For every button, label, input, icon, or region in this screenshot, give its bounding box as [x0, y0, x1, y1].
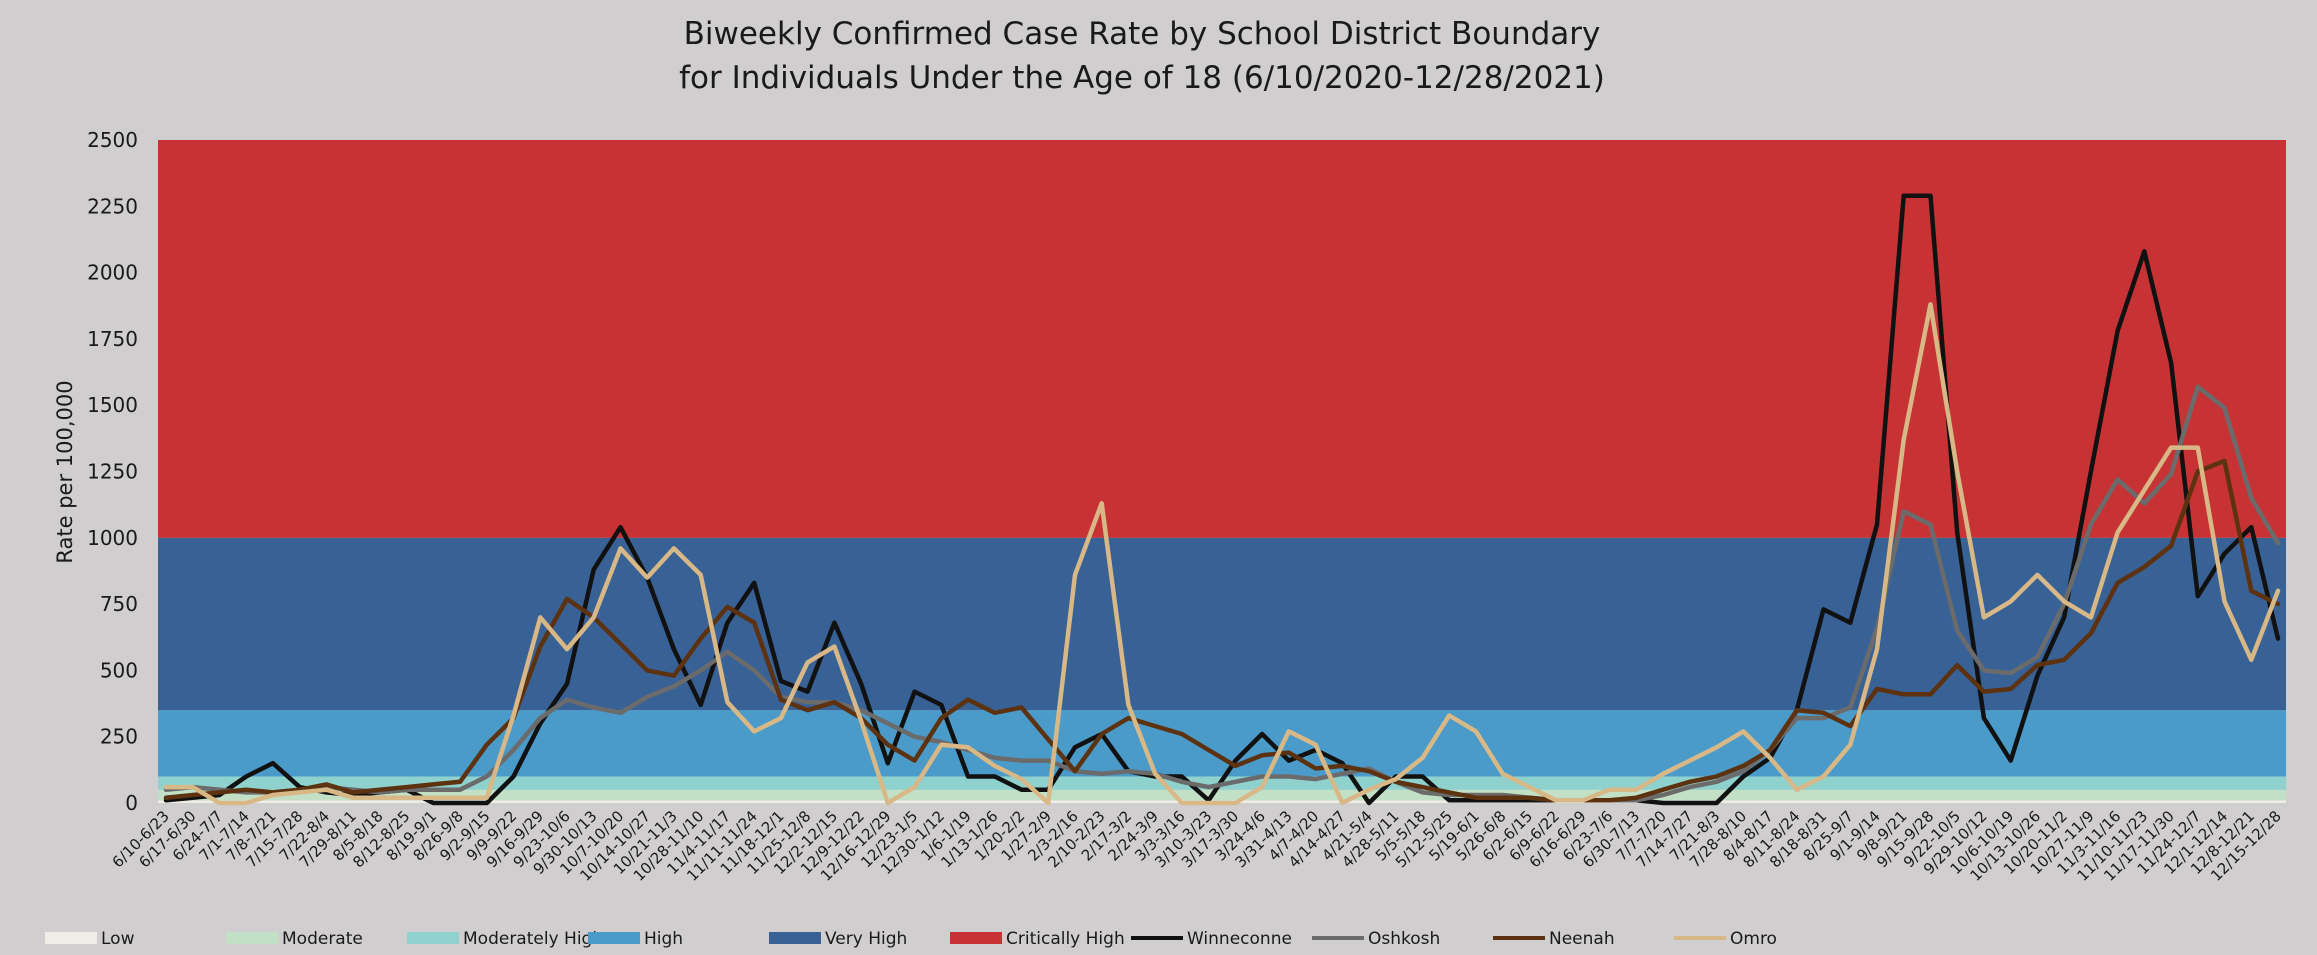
legend-label-moderate: Moderate	[282, 929, 363, 949]
legend-label-low: Low	[101, 929, 135, 949]
chart-title-line1: Biweekly Confirmed Case Rate by School D…	[684, 16, 1601, 52]
y-tick-1750: 1750	[87, 327, 138, 351]
y-tick-labels: 0 250 500 750 1000 1250 1500 1750 2000 2250 2500	[87, 128, 138, 815]
chart-title-line2: for Individuals Under the Age of 18 (6/1…	[679, 60, 1605, 96]
band-high	[158, 710, 2286, 777]
y-tick-2000: 2000	[87, 261, 138, 285]
series-line-oshkosh	[163, 384, 2281, 803]
legend-swatch-high	[588, 932, 640, 944]
y-tick-1000: 1000	[87, 526, 138, 550]
y-tick-750: 750	[100, 592, 138, 616]
y-tick-500: 500	[100, 658, 138, 682]
legend-label-very-high: Very High	[825, 929, 907, 949]
legend-swatch-low	[45, 932, 97, 944]
legend-swatch-critically-high	[950, 932, 1002, 944]
legend-label-winneconne: Winneconne	[1187, 929, 1292, 949]
x-tick-labels: 6/10-6/236/17-6/306/24-7/77/1-7/147/8-7/…	[109, 807, 2285, 885]
y-tick-1250: 1250	[87, 460, 138, 484]
risk-bands	[158, 140, 2286, 803]
legend-label-moderately-high: Moderately High	[463, 929, 603, 949]
band-moderate	[158, 789, 2286, 801]
band-critically-high	[158, 140, 2286, 538]
y-tick-2500: 2500	[87, 128, 138, 152]
legend-label-neenah: Neenah	[1549, 929, 1615, 949]
band-very-high	[158, 537, 2286, 711]
y-tick-2250: 2250	[87, 194, 138, 218]
legend-label-oshkosh: Oshkosh	[1368, 929, 1440, 949]
series-line-omro	[163, 302, 2281, 806]
legend-swatch-very-high	[769, 932, 821, 944]
series-line-winneconne	[163, 193, 2281, 806]
series-lines	[163, 193, 2281, 806]
legend-label-critically-high: Critically High	[1006, 929, 1125, 949]
y-tick-250: 250	[100, 725, 138, 749]
legend-label-high: High	[644, 929, 683, 949]
y-axis-label: Rate per 100,000	[53, 380, 77, 563]
legend-label-omro: Omro	[1730, 929, 1777, 949]
legend-swatch-moderately-high	[407, 932, 459, 944]
y-tick-0: 0	[125, 791, 138, 815]
legend-swatch-moderate	[226, 932, 278, 944]
y-tick-1500: 1500	[87, 393, 138, 417]
legend: Low Moderate Moderately High High Very High C…	[45, 929, 1777, 949]
